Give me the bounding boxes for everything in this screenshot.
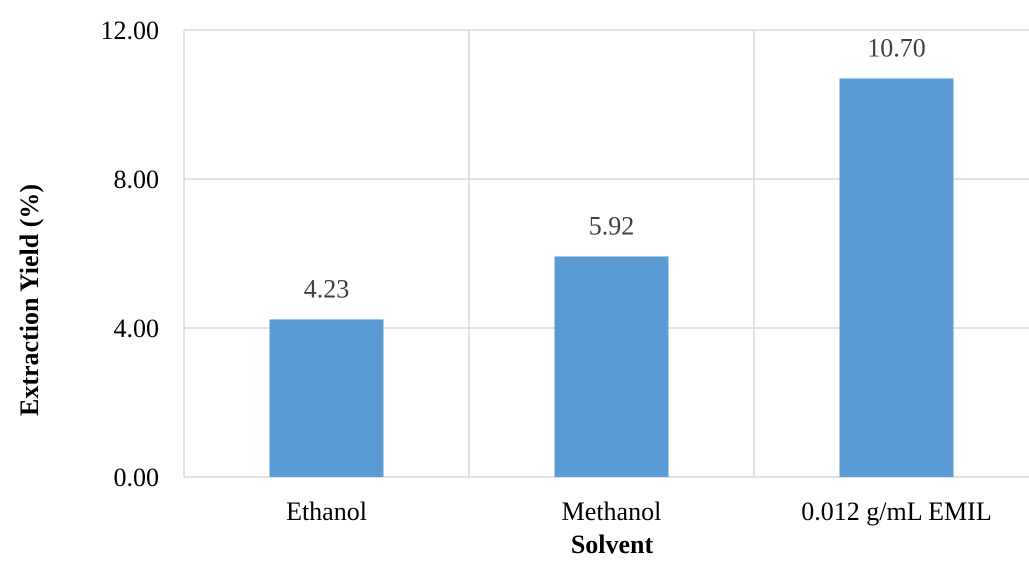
bar-value-label: 5.92 (589, 211, 635, 240)
y-tick-label: 12.00 (101, 16, 160, 45)
bar (269, 319, 384, 477)
bar-value-label: 4.23 (304, 274, 350, 303)
y-tick-label: 0.00 (114, 463, 160, 492)
bar (554, 256, 669, 477)
y-tick-label: 4.00 (114, 314, 160, 343)
bar-value-label: 10.70 (867, 33, 926, 62)
bar-layer (269, 78, 954, 478)
y-axis-title: Extraction Yield (%) (15, 184, 44, 416)
y-tick-label: 8.00 (114, 165, 160, 194)
label-layer: 0.00 4.00 8.00 12.00 4.23 Ethanol 5.92 Methanol… (101, 16, 992, 526)
bar (839, 78, 954, 478)
x-category-label: Ethanol (286, 497, 367, 526)
x-axis-title: Solvent (571, 530, 654, 559)
x-category-label: 0.012 g/mL EMIL (801, 497, 991, 526)
x-category-label: Methanol (562, 497, 662, 526)
